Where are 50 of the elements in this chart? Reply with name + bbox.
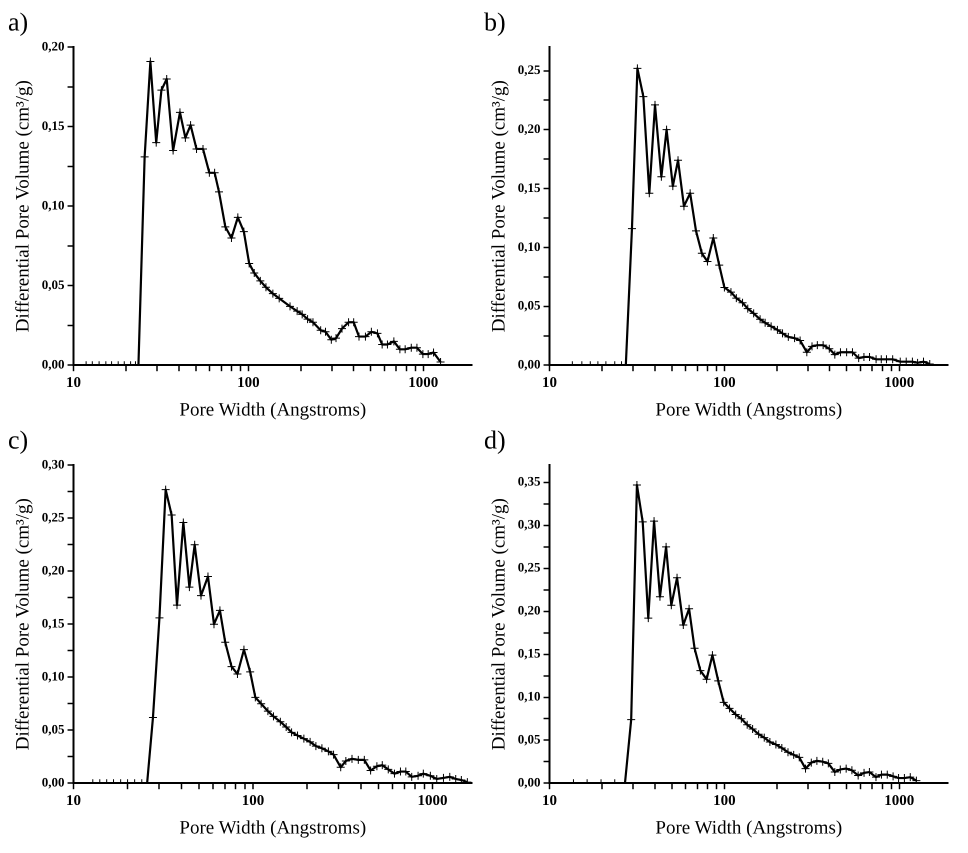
- y-tick-label: 0,05: [42, 722, 66, 737]
- y-axis-title: Differential Pore Volume (cm³/g): [12, 498, 34, 750]
- x-tick-label: 1000: [417, 793, 448, 810]
- y-tick-label: 0,10: [42, 668, 65, 684]
- x-tick-label: 100: [713, 375, 736, 392]
- y-axis-title: Differential Pore Volume (cm³/g): [488, 80, 510, 332]
- chart-title: d): [484, 425, 506, 454]
- x-axis-title: Pore Width (Angstroms): [655, 818, 842, 839]
- y-tick-label: 0,15: [518, 646, 542, 661]
- y-tick-label: 0,00: [42, 356, 65, 372]
- y-tick-label: 0,00: [42, 774, 65, 790]
- x-axis-title: Pore Width (Angstroms): [655, 400, 842, 421]
- y-tick-label: 0,20: [518, 121, 541, 136]
- x-tick-label: 1000: [884, 375, 914, 392]
- x-tick-label: 10: [542, 793, 558, 810]
- y-tick-label: 0,15: [42, 616, 66, 631]
- x-tick-label: 100: [237, 375, 260, 392]
- y-tick-label: 0,05: [518, 732, 542, 747]
- y-tick-label: 0,25: [518, 560, 542, 575]
- x-tick-label: 100: [242, 793, 264, 810]
- chart-title: b): [484, 7, 506, 36]
- y-tick-label: 0,20: [518, 602, 541, 618]
- y-axis-title: Differential Pore Volume (cm³/g): [12, 80, 34, 332]
- y-tick-label: 0,20: [42, 38, 65, 54]
- chart-title: a): [8, 7, 28, 36]
- chart-title: c): [8, 425, 28, 454]
- y-tick-label: 0,25: [518, 62, 542, 78]
- x-axis-title: Pore Width (Angstroms): [179, 400, 366, 421]
- y-tick-label: 0,25: [42, 510, 66, 525]
- y-tick-label: 0,10: [42, 198, 65, 213]
- x-tick-label: 10: [66, 793, 82, 810]
- y-tick-label: 0,10: [518, 238, 541, 254]
- x-axis-title: Pore Width (Angstroms): [179, 818, 366, 839]
- y-tick-label: 0,10: [518, 688, 541, 704]
- y-tick-label: 0,30: [42, 456, 65, 472]
- x-tick-label: 1000: [408, 375, 438, 392]
- y-tick-label: 0,00: [518, 356, 541, 372]
- y-tick-label: 0,35: [518, 474, 542, 489]
- y-tick-label: 0,30: [518, 516, 541, 532]
- y-tick-label: 0,15: [518, 180, 542, 195]
- x-tick-label: 1000: [884, 793, 914, 810]
- y-tick-label: 0,00: [518, 774, 541, 790]
- x-tick-label: 10: [66, 375, 82, 392]
- y-tick-label: 0,20: [42, 562, 65, 578]
- y-tick-label: 0,05: [518, 298, 542, 313]
- y-tick-label: 0,05: [42, 277, 66, 292]
- y-tick-label: 0,15: [42, 118, 66, 134]
- x-tick-label: 10: [542, 375, 558, 392]
- y-axis-title: Differential Pore Volume (cm³/g): [488, 498, 510, 750]
- x-tick-label: 100: [713, 793, 736, 810]
